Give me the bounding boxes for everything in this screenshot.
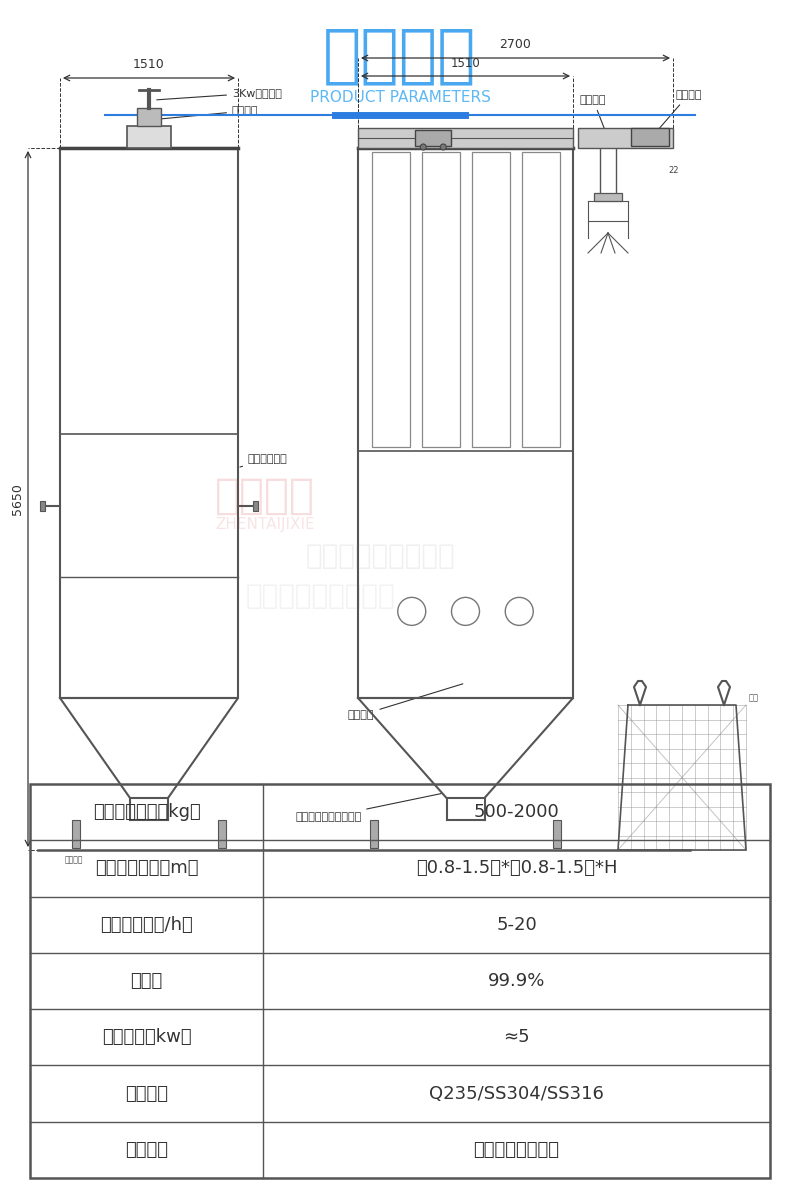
Bar <box>578 128 673 148</box>
Text: （0.8-1.5）*（0.8-1.5）*H: （0.8-1.5）*（0.8-1.5）*H <box>416 860 618 878</box>
Text: 3Kw离心风机: 3Kw离心风机 <box>157 89 282 99</box>
Bar <box>40 500 45 511</box>
Text: 适用吟袋规格（kg）: 适用吟袋规格（kg） <box>93 804 201 822</box>
Text: 吨袋拍打装置: 吨袋拍打装置 <box>240 454 288 466</box>
Text: 电机: 电机 <box>646 133 654 141</box>
Bar <box>127 126 171 148</box>
Text: 起闭电机: 起闭电机 <box>653 90 702 136</box>
Text: 22: 22 <box>668 166 678 175</box>
Text: 99.9%: 99.9% <box>488 972 546 990</box>
Bar <box>371 152 410 446</box>
Text: Q235/SS304/SS316: Q235/SS304/SS316 <box>429 1085 604 1103</box>
Bar <box>358 148 573 698</box>
Text: 拆净率: 拆净率 <box>130 972 162 990</box>
Circle shape <box>420 144 426 150</box>
Text: 拆袋速度（袋/h）: 拆袋速度（袋/h） <box>100 916 193 934</box>
Bar <box>631 128 669 146</box>
Text: ≈5: ≈5 <box>503 1029 530 1046</box>
Bar <box>253 500 258 511</box>
Bar <box>358 128 573 148</box>
Text: 振泰机械一您的首选: 振泰机械一您的首选 <box>245 582 395 610</box>
Text: 根据客户要求定制: 根据客户要求定制 <box>474 1141 559 1159</box>
Text: 除尘系统: 除尘系统 <box>152 106 258 120</box>
Text: 整机体积: 整机体积 <box>125 1141 168 1159</box>
Text: 投料格栅: 投料格栅 <box>348 684 463 720</box>
Bar <box>422 152 459 446</box>
Text: 振泰机械: 振泰机械 <box>215 475 315 517</box>
Bar <box>218 820 226 848</box>
Text: 5650: 5650 <box>11 483 25 515</box>
Text: 起吊系统: 起吊系统 <box>580 94 607 135</box>
Circle shape <box>440 144 446 150</box>
Bar <box>553 820 561 848</box>
Text: 1510: 1510 <box>450 57 480 71</box>
Bar <box>415 130 451 146</box>
Text: 2700: 2700 <box>499 38 531 51</box>
Text: 设备材质: 设备材质 <box>125 1085 168 1103</box>
Bar <box>471 152 510 446</box>
Bar <box>60 148 238 698</box>
Bar <box>30 785 770 1178</box>
Text: 小孔图例: 小孔图例 <box>65 855 83 864</box>
Text: 振泰机械一您的首选: 振泰机械一您的首选 <box>305 542 455 570</box>
Text: 产品参数: 产品参数 <box>323 24 477 86</box>
Text: ZHENTAIJIXIE: ZHENTAIJIXIE <box>215 517 315 531</box>
Text: 500-2000: 500-2000 <box>474 804 559 822</box>
Bar <box>522 152 559 446</box>
Bar <box>594 193 622 201</box>
Bar <box>137 108 161 126</box>
Text: 吨袋: 吨袋 <box>749 692 759 702</box>
Bar <box>72 820 80 848</box>
Text: 适用吟袋尺寸（m）: 适用吟袋尺寸（m） <box>95 860 198 878</box>
Text: 5-20: 5-20 <box>496 916 537 934</box>
Bar <box>370 820 378 848</box>
Text: 1510: 1510 <box>133 57 165 71</box>
Text: PRODUCT PARAMETERS: PRODUCT PARAMETERS <box>310 91 490 105</box>
Text: 手动解袋装置及观察口: 手动解袋装置及观察口 <box>295 794 442 822</box>
Text: 额定功率（kw）: 额定功率（kw） <box>102 1029 191 1046</box>
